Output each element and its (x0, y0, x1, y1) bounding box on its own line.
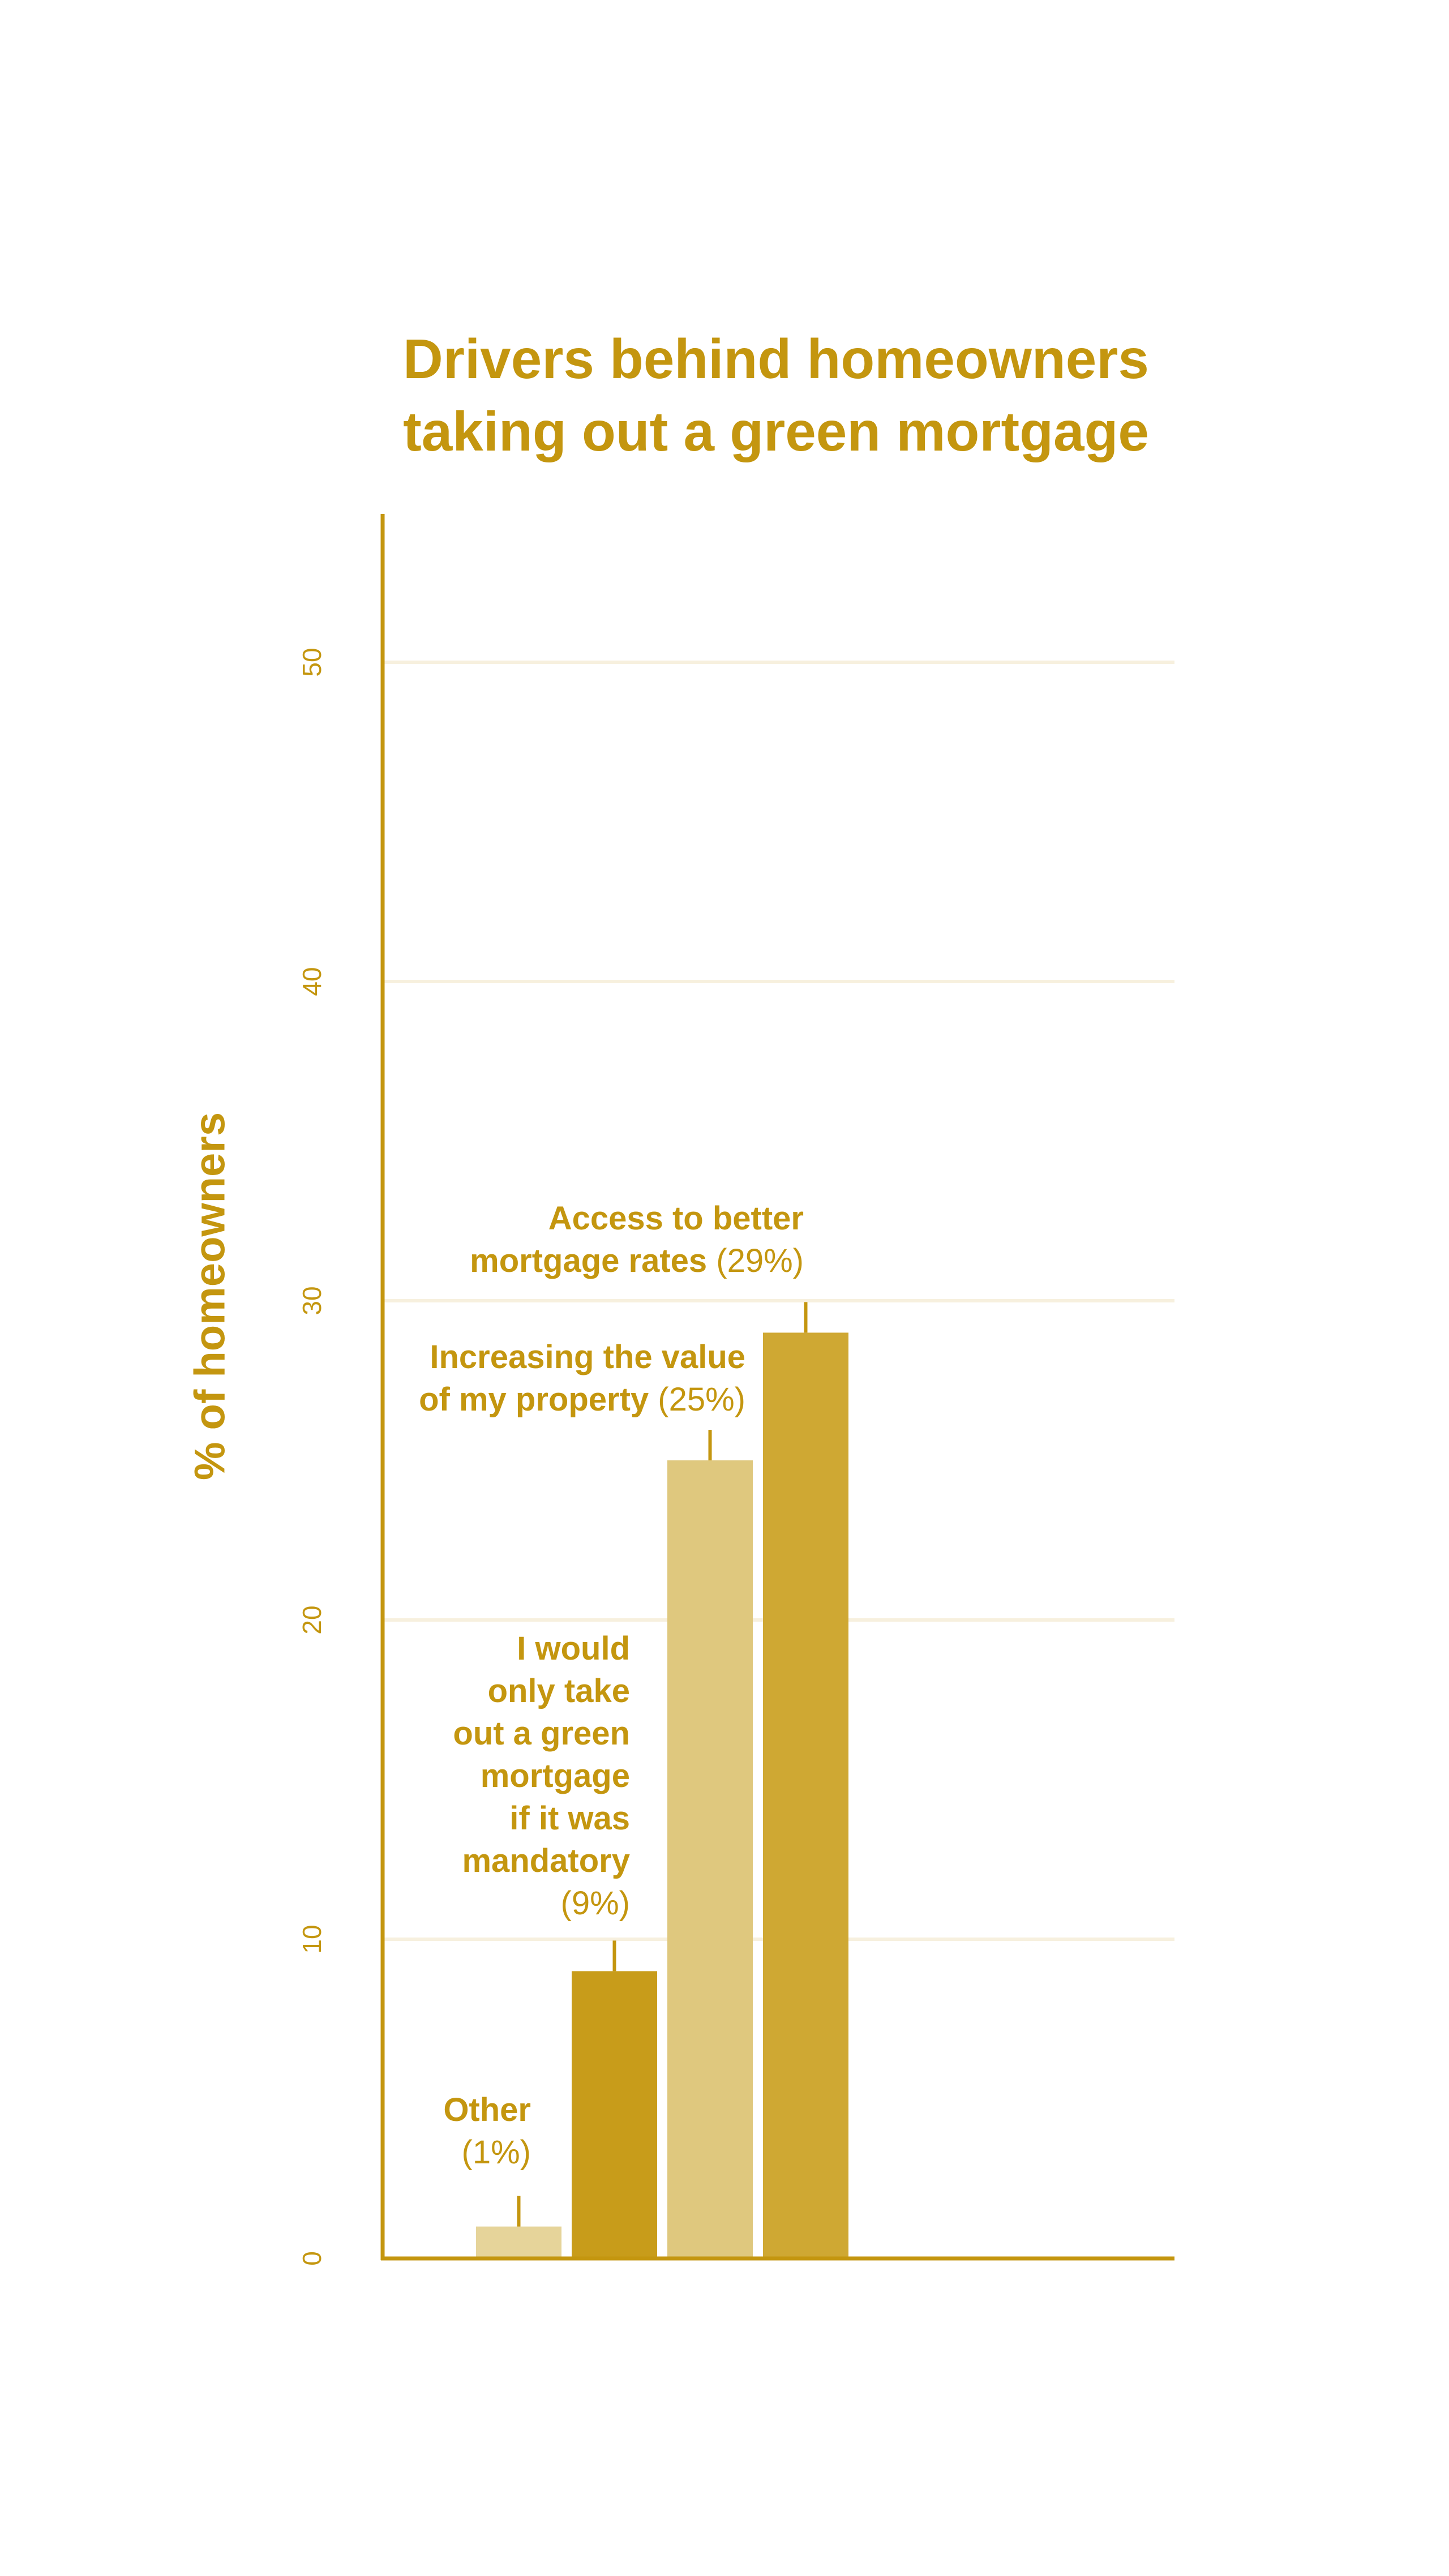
y-axis-label: % of homeowners (186, 1112, 234, 1481)
data-label-other: Other (1%) (443, 2089, 531, 2174)
data-label-text: Increasing the value of my property (419, 1339, 745, 1418)
bar-1 (572, 1971, 657, 2258)
y-tick-label-0: 0 (297, 2251, 327, 2266)
data-label-value: (25%) (658, 1381, 745, 1418)
y-tick-label-20: 20 (297, 1605, 327, 1635)
bar-3 (763, 1332, 848, 2258)
data-label-text: Other (443, 2091, 531, 2128)
y-tick-label-40: 40 (297, 967, 327, 996)
chart-title-line-2: taking out a green mortgage (403, 400, 1149, 462)
data-label-value: (1%) (461, 2134, 531, 2171)
data-label-mortgage-rates: Access to better mortgage rates (29%) (470, 1197, 804, 1282)
bar-0 (476, 2226, 561, 2258)
bar-2 (667, 1460, 753, 2258)
data-label-text: I would only take out a green mortgage i… (453, 1630, 630, 1879)
data-label-value: (9%) (560, 1885, 630, 1922)
data-label-value: (29%) (716, 1242, 804, 1279)
y-tick-label-10: 10 (297, 1925, 327, 1954)
y-tick-label-50: 50 (297, 648, 327, 677)
y-tick-label-30: 30 (297, 1286, 327, 1315)
data-label-mandatory: I would only take out a green mortgage i… (453, 1627, 630, 1925)
data-label-property-value: Increasing the value of my property (25%… (419, 1336, 745, 1421)
chart-title: Drivers behind homeowners taking out a g… (0, 323, 1449, 468)
data-label-text: Access to better mortgage rates (470, 1200, 804, 1279)
chart-title-line-1: Drivers behind homeowners (403, 328, 1149, 390)
